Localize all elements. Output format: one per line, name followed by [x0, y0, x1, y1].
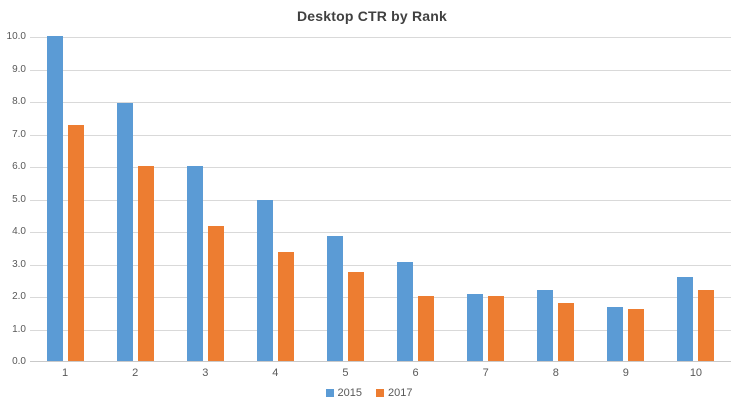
bar-2015-rank-4 — [256, 200, 273, 361]
plot-area — [30, 36, 731, 362]
x-tick-label: 7 — [482, 367, 489, 379]
x-tick-label: 3 — [202, 367, 209, 379]
bar-2017-rank-3 — [207, 226, 224, 361]
legend-item-2015: 2015 — [325, 387, 362, 399]
y-tick-label: 0.0 — [12, 356, 26, 367]
chart-title: Desktop CTR by Rank — [296, 8, 448, 24]
gridline — [30, 102, 731, 103]
bar-2017-rank-2 — [137, 166, 154, 361]
x-tick-label: 8 — [552, 367, 559, 379]
y-tick-label: 2.0 — [12, 291, 26, 302]
x-tick-label: 10 — [689, 367, 703, 379]
gridline — [30, 264, 731, 266]
y-tick-label: 4.0 — [12, 226, 26, 237]
bar-2015-rank-8 — [537, 289, 554, 361]
bar-2017-rank-4 — [277, 252, 294, 361]
gridline — [30, 134, 731, 136]
gridline — [30, 232, 731, 233]
bar-2017-rank-9 — [628, 309, 645, 361]
x-tick-label: 4 — [272, 367, 279, 379]
bar-2017-rank-1 — [67, 125, 84, 361]
gridline — [30, 199, 731, 201]
x-tick-label: 1 — [61, 367, 69, 379]
bar-2015-rank-3 — [186, 166, 203, 361]
y-tick-label: 3.0 — [12, 258, 26, 270]
y-tick-label: 7.0 — [12, 128, 26, 140]
x-tick-label: 6 — [412, 367, 419, 379]
gridline — [30, 329, 731, 331]
x-tick-label: 5 — [342, 367, 349, 379]
bar-2017-rank-8 — [558, 302, 575, 361]
bar-2015-rank-6 — [397, 261, 414, 361]
bar-2015-rank-9 — [607, 307, 624, 361]
gridline — [30, 167, 731, 168]
bar-2015-rank-2 — [116, 102, 133, 361]
bar-2017-rank-5 — [347, 271, 364, 361]
bar-2015-rank-7 — [467, 294, 484, 361]
y-tick-label: 8.0 — [12, 96, 26, 107]
legend-swatch-2015 — [325, 389, 334, 397]
gridline — [30, 37, 731, 38]
bar-2015-rank-10 — [677, 276, 694, 361]
y-tick-label: 9.0 — [12, 63, 26, 75]
x-tick-label: 9 — [622, 367, 629, 379]
gridline — [30, 69, 731, 71]
y-tick-label: 5.0 — [12, 193, 26, 205]
gridline — [30, 297, 731, 298]
bar-2015-rank-1 — [46, 36, 63, 361]
y-tick-label: 6.0 — [12, 161, 26, 172]
bar-2015-rank-5 — [326, 235, 343, 361]
legend-label-2017: 2017 — [388, 387, 413, 399]
x-tick-label: 2 — [132, 367, 139, 379]
legend-item-2017: 2017 — [376, 387, 412, 399]
y-tick-label: 10.0 — [6, 31, 26, 42]
bar-2017-rank-10 — [698, 289, 715, 361]
legend: 2015 2017 — [0, 387, 738, 399]
bar-2017-rank-6 — [418, 296, 435, 361]
legend-label-2015: 2015 — [337, 387, 362, 399]
bar-2017-rank-7 — [488, 296, 505, 361]
legend-swatch-2017 — [376, 389, 384, 397]
y-tick-label: 1.0 — [12, 323, 26, 335]
